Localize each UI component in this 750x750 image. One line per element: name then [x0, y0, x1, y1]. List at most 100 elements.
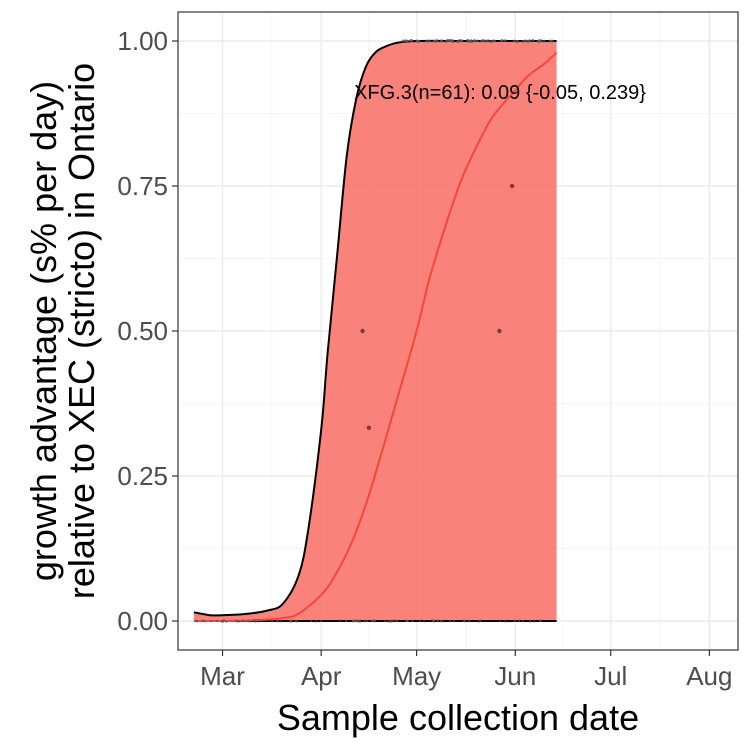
jitter-point: [356, 620, 359, 623]
data-point: [497, 328, 502, 334]
data-point: [360, 328, 365, 334]
jitter-point: [425, 39, 429, 43]
data-point: [509, 183, 515, 189]
jitter-point: [352, 619, 355, 623]
jitter-point: [195, 620, 199, 623]
jitter-point: [220, 620, 224, 623]
y-tick-label: 0.50: [117, 316, 168, 346]
jitter-point: [456, 40, 460, 43]
jitter-point: [388, 620, 391, 623]
jitter-point: [404, 39, 408, 43]
jitter-point: [310, 619, 313, 623]
jitter-point: [452, 619, 456, 623]
jitter-point: [469, 39, 473, 42]
jitter-point: [460, 39, 464, 43]
jitter-point: [315, 620, 318, 623]
jitter-point: [222, 619, 226, 622]
jitter-point: [203, 619, 206, 623]
jitter-point: [209, 619, 213, 623]
jitter-point: [344, 619, 348, 623]
jitter-point: [489, 40, 493, 43]
jitter-point: [514, 619, 517, 623]
jitter-point: [242, 619, 245, 622]
jitter-point: [472, 39, 476, 43]
jitter-point: [289, 619, 293, 623]
jitter-point: [201, 619, 204, 622]
jitter-point: [476, 39, 479, 43]
jitter-point: [503, 39, 507, 43]
ci-upper-line: [193, 39, 557, 617]
data-point: [366, 425, 372, 431]
jitter-point: [441, 620, 444, 623]
jitter-point: [432, 39, 436, 43]
jitter-point: [405, 619, 409, 623]
jitter-point: [294, 619, 297, 623]
jitter-point: [411, 619, 414, 623]
jitter-point: [393, 619, 397, 622]
jitter-point: [260, 619, 263, 622]
jitter-point: [498, 619, 501, 622]
jitter-point: [401, 39, 405, 43]
x-tick-label: Jun: [494, 661, 536, 691]
jitter-point: [447, 39, 451, 42]
jitter-point: [390, 620, 393, 623]
jitter-point: [236, 620, 239, 623]
jitter-point: [432, 619, 436, 623]
jitter-point: [525, 39, 529, 43]
y-axis-title-line2: relative to XEC (stricto) in Ontario: [61, 63, 102, 599]
jitter-point: [486, 39, 490, 43]
y-tick-label: 0.00: [117, 606, 168, 636]
jitter-point: [252, 619, 255, 622]
jitter-point: [436, 619, 439, 622]
jitter-point: [248, 620, 251, 623]
jitter-point: [531, 39, 535, 42]
jitter-point: [409, 39, 413, 42]
jitter-point: [528, 620, 532, 623]
jitter-point: [270, 619, 274, 623]
jitter-point: [434, 39, 438, 43]
jitter-point: [478, 620, 481, 623]
jitter-point: [373, 620, 376, 623]
jitter-point: [444, 40, 448, 43]
jitter-point: [238, 620, 241, 623]
y-tick-label: 1.00: [117, 26, 168, 56]
jitter-point: [521, 39, 525, 43]
jitter-point: [451, 40, 455, 43]
jitter-point: [427, 39, 431, 43]
jitter-point: [276, 619, 279, 622]
jitter-point: [256, 619, 260, 622]
jitter-point: [466, 39, 470, 42]
jitter-point: [463, 619, 467, 623]
jitter-point: [279, 620, 282, 623]
x-axis-title: Sample collection date: [277, 697, 639, 738]
jitter-point: [395, 619, 399, 623]
jitter-point: [512, 39, 516, 43]
jitter-points: [195, 39, 554, 623]
jitter-point: [423, 620, 426, 623]
x-tick-label: May: [392, 661, 441, 691]
jitter-point: [419, 619, 422, 622]
jitter-point: [366, 619, 369, 623]
y-tick-label: 0.75: [117, 171, 168, 201]
jitter-point: [500, 39, 504, 42]
jitter-point: [358, 620, 362, 623]
jitter-point: [384, 619, 387, 623]
jitter-point: [539, 619, 542, 622]
jitter-point: [363, 619, 366, 622]
jitter-point: [516, 40, 519, 43]
jitter-point: [415, 39, 419, 43]
jitter-point: [504, 620, 507, 623]
data-points: [360, 183, 515, 431]
x-tick-label: Mar: [200, 661, 245, 691]
jitter-point: [215, 619, 219, 623]
jitter-point: [467, 619, 471, 623]
jitter-point: [521, 620, 524, 623]
x-tick-label: Apr: [301, 661, 342, 691]
fitted-curve: [193, 51, 558, 623]
y-axis-title-line1: growth advantage (s% per day): [23, 81, 64, 581]
x-axis-ticks: Mar Apr May Jun Jul Aug: [200, 650, 732, 691]
y-axis-title: growth advantage (s% per day) relative t…: [23, 63, 102, 599]
jitter-point: [549, 39, 552, 43]
x-tick-label: Jul: [594, 661, 627, 691]
